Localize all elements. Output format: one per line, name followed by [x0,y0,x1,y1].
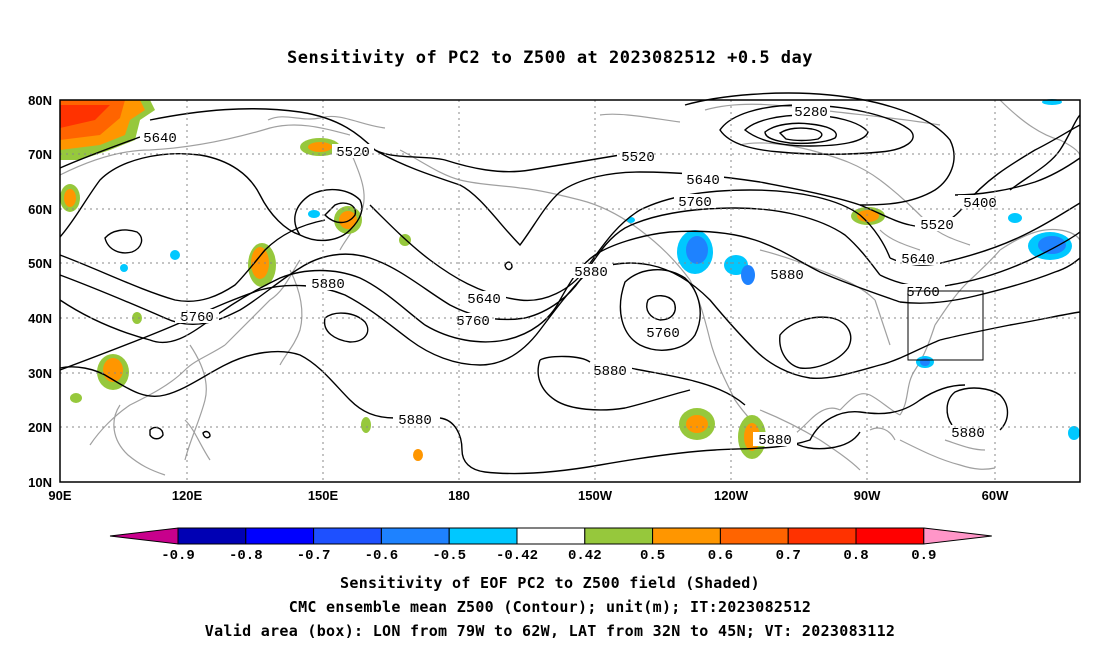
footer-line-1: Sensitivity of EOF PC2 to Z500 field (Sh… [340,574,760,592]
contour-label-5880-f: 5880 [758,433,792,449]
colorbar-segment [787,527,857,545]
lat-label: 10N [28,475,52,490]
contour-label-5760-e: 5760 [646,326,680,342]
lon-label: 150W [578,488,613,503]
colorbar-segment [177,527,247,545]
contour-label-5760-c: 5760 [456,314,490,330]
colorbar-label: -0.7 [297,548,331,564]
colorbar-segment [380,527,450,545]
footer-line-3: Valid area (box): LON from 79W to 62W, L… [204,622,896,640]
map-title: Sensitivity of PC2 to Z500 at 2023082512… [286,48,813,68]
colorbar: -0.9 -0.8 -0.7 -0.6 -0.5 -0.42 0.42 0.5 0.6 0.7 0.… [109,527,992,564]
lon-label: 90E [48,488,71,503]
colorbar-label: -0.5 [432,548,466,564]
contour-label-5760-d: 5760 [180,310,214,326]
contour-label-5880-c: 5880 [311,277,345,293]
contour-label-5760-b: 5760 [906,285,940,301]
contour-label-5640-b: 5640 [686,173,720,189]
contour-label-5880-g: 5880 [951,426,985,442]
lat-label: 30N [28,366,52,381]
lat-label: 50N [28,256,52,271]
colorbar-segment [448,527,518,545]
colorbar-label: 0.8 [843,548,868,564]
colorbar-segment [313,527,382,545]
contour-label-5520-c: 5520 [920,218,954,234]
colorbar-segment [516,527,586,545]
colorbar-label: 0.42 [568,548,602,564]
latitude-labels: 80N 70N 60N 50N 40N 30N 20N 10N [28,93,52,490]
gridlines [60,100,1080,482]
contour-label-5280: 5280 [794,105,828,121]
contour-label-5520: 5520 [336,145,370,161]
colorbar-segment [652,527,721,545]
map-frame [59,99,1081,483]
contour-labels: 5280 5640 5520 5520 5640 5760 5400 5520 … [140,104,1002,449]
colorbar-segment [245,527,315,545]
sensitivity-shading [60,99,1080,461]
lat-label: 20N [28,420,52,435]
colorbar-label: 0.9 [911,548,936,564]
colorbar-label: -0.42 [496,548,538,564]
contour-label-5760: 5760 [678,195,712,211]
longitude-labels: 90E 120E 150E 180 150W 120W 90W 60W [48,488,1009,503]
colorbar-segment [584,527,654,545]
lat-label: 60N [28,202,52,217]
lat-label: 40N [28,311,52,326]
contour-label-5640: 5640 [143,131,177,147]
valid-area-box [907,290,984,361]
colorbar-segment [855,527,925,545]
footer-line-2: CMC ensemble mean Z500 (Contour); unit(m… [288,598,812,616]
colorbar-label: -0.6 [365,548,399,564]
colorbar-label: 0.7 [776,548,801,564]
contour-label-5880: 5880 [574,265,608,281]
contour-label-5880-e: 5880 [398,413,432,429]
lon-label: 180 [448,488,470,503]
contour-label-5880-b: 5880 [770,268,804,284]
colorbar-label: 0.6 [708,548,733,564]
colorbar-segment [719,527,789,545]
colorbar-label: 0.5 [640,548,665,564]
lon-label: 60W [982,488,1009,503]
lon-label: 150E [308,488,339,503]
lon-label: 120W [714,488,749,503]
contour-label-5640-c: 5640 [901,252,935,268]
lat-label: 80N [28,93,52,108]
contour-label-5880-d: 5880 [593,364,627,380]
lon-label: 90W [854,488,881,503]
contour-label-5520-b: 5520 [621,150,655,166]
contour-label-5640-d: 5640 [467,292,501,308]
colorbar-label: -0.9 [161,548,195,564]
contour-label-5400: 5400 [963,196,997,212]
colorbar-arrow-high [923,527,992,545]
lon-label: 120E [172,488,203,503]
lat-label: 70N [28,147,52,162]
z500-contours [59,92,1081,475]
colorbar-arrow-low [109,527,179,545]
colorbar-label: -0.8 [229,548,263,564]
